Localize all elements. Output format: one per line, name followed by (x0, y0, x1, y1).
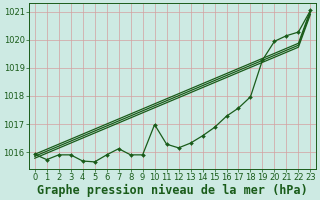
X-axis label: Graphe pression niveau de la mer (hPa): Graphe pression niveau de la mer (hPa) (37, 183, 308, 197)
